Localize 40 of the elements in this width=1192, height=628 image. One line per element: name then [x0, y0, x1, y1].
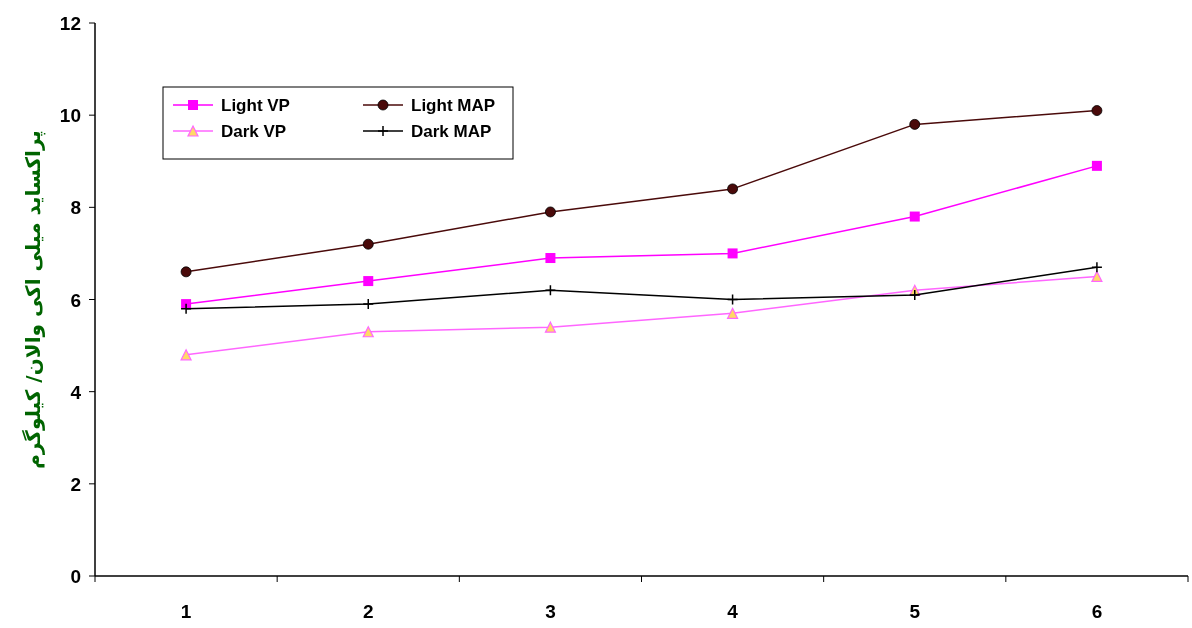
point — [909, 118, 921, 130]
point — [180, 266, 192, 278]
y-tick-label: 6 — [70, 289, 81, 311]
point — [545, 206, 556, 218]
legend-label: Dark MAP — [411, 122, 492, 141]
x-tick-label: 4 — [727, 601, 739, 622]
point — [362, 238, 374, 250]
legend-label: Light MAP — [411, 96, 496, 115]
point — [726, 307, 739, 319]
x-tick-label: 3 — [545, 601, 556, 622]
point — [180, 349, 192, 361]
point — [909, 289, 921, 301]
y-tick-label: 4 — [70, 381, 82, 403]
point — [544, 321, 557, 333]
y-tick-label: 12 — [59, 13, 81, 34]
legend-label: Dark VP — [221, 122, 287, 141]
point — [909, 211, 920, 222]
y-tick-label: 8 — [70, 197, 81, 219]
y-tick-label: 2 — [70, 473, 81, 495]
point — [1091, 270, 1103, 283]
legend-label: Light VP — [221, 96, 290, 115]
point — [727, 248, 738, 259]
y-tick-label: 0 — [70, 566, 81, 587]
point — [727, 183, 738, 195]
x-tick-label: 2 — [362, 601, 374, 622]
x-tick-label: 5 — [909, 601, 921, 622]
point — [1091, 160, 1102, 171]
point — [362, 298, 374, 310]
y-axis-title: پراکساید میلی اکی والان/ کیلوگرم — [21, 130, 46, 469]
x-tick-label: 1 — [180, 601, 192, 622]
point — [362, 326, 374, 338]
point — [1091, 105, 1103, 116]
point — [544, 284, 557, 297]
point — [545, 253, 556, 264]
point — [180, 302, 192, 315]
point — [726, 293, 739, 306]
x-tick-label: 6 — [1091, 601, 1103, 622]
y-tick-label: 10 — [59, 105, 81, 127]
point — [363, 276, 374, 287]
point — [1091, 261, 1103, 273]
